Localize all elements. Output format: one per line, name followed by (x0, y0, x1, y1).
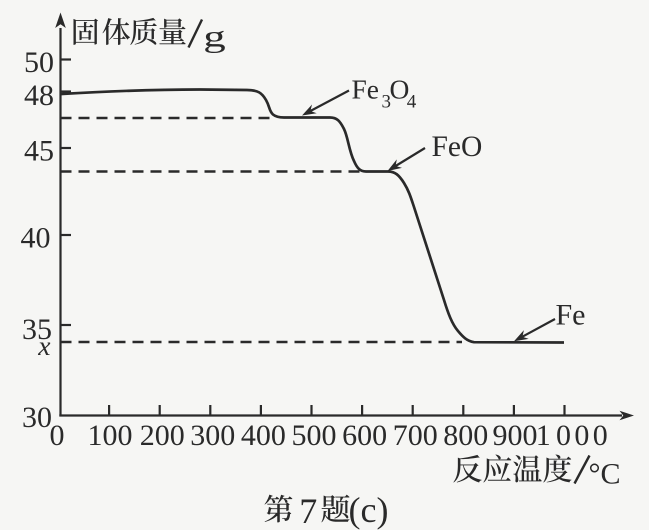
svg-text:100: 100 (88, 419, 133, 452)
svg-text:3: 3 (382, 92, 392, 113)
svg-text:48: 48 (24, 79, 54, 112)
svg-text:4: 4 (407, 92, 417, 113)
svg-text:1: 1 (536, 419, 551, 452)
svg-text:45: 45 (24, 135, 54, 168)
svg-text:g: g (203, 20, 225, 54)
svg-text:800: 800 (443, 419, 488, 452)
svg-text:35: 35 (22, 313, 52, 346)
svg-text:400: 400 (241, 419, 286, 452)
svg-text:50: 50 (24, 46, 54, 79)
svg-text:7: 7 (299, 491, 317, 530)
svg-text:600: 600 (342, 419, 387, 452)
svg-text:FeO: FeO (432, 131, 483, 163)
svg-text:300: 300 (190, 419, 235, 452)
svg-text:900: 900 (493, 419, 538, 452)
svg-text:0: 0 (50, 419, 65, 452)
svg-text:500: 500 (292, 419, 337, 452)
svg-text:Fe: Fe (556, 299, 586, 332)
svg-text:Fe: Fe (352, 74, 380, 105)
svg-text:30: 30 (22, 401, 52, 434)
svg-text:(c): (c) (349, 490, 389, 530)
svg-text:x: x (37, 330, 50, 361)
svg-text:200: 200 (140, 419, 185, 452)
svg-text:O: O (390, 74, 410, 105)
svg-text:000: 000 (556, 419, 611, 452)
svg-text:700: 700 (393, 419, 438, 452)
svg-text:40: 40 (21, 222, 51, 255)
svg-text:°C: °C (589, 458, 621, 491)
